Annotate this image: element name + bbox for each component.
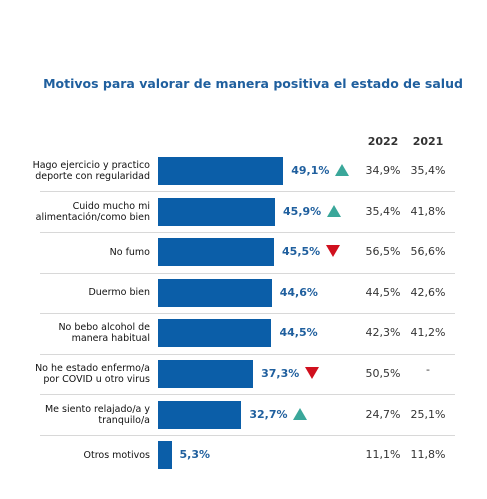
category-label: No he estado enfermo/a por COVID u otro … <box>35 363 150 385</box>
bar <box>158 441 172 470</box>
value-label: 45,5% <box>282 245 321 259</box>
bar <box>158 157 284 185</box>
category-label: No bebo alcohol de manera habitual <box>58 322 150 345</box>
category-label: Otros motivos <box>83 449 151 461</box>
trend-arrow-shape <box>305 367 320 379</box>
table-cell: 42,3% <box>365 326 401 340</box>
table-cell: 56,6% <box>410 245 446 259</box>
trend-arrow <box>335 164 350 176</box>
row-separator <box>40 191 455 193</box>
trend-arrow-shape <box>326 245 341 258</box>
row-separator <box>40 231 455 233</box>
bar <box>158 360 254 388</box>
bar <box>158 238 275 267</box>
table-cell: 11,8% <box>410 448 446 462</box>
category-label: No fumo <box>109 246 150 258</box>
table-cell: 42,6% <box>410 285 446 299</box>
trend-arrow <box>327 204 342 217</box>
table-cell: 11,1% <box>365 448 401 462</box>
value-label: 44,5% <box>279 326 318 340</box>
table-cell: 41,2% <box>410 326 446 340</box>
table-cell: 34,9% <box>365 164 401 177</box>
bar <box>158 400 242 429</box>
table-cell: 25,1% <box>410 407 446 421</box>
column-header: 2022 <box>367 135 399 148</box>
category-label: Me siento relajado/a y tranquilo/a <box>44 403 150 426</box>
value-label: 32,7% <box>249 407 288 421</box>
row-separator <box>40 394 455 396</box>
trend-arrow <box>305 367 320 379</box>
trend-arrow <box>326 245 341 258</box>
row-separator <box>40 434 455 436</box>
table-cell: 50,5% <box>365 367 401 380</box>
row-separator <box>40 313 455 315</box>
column-header: 2021 <box>412 135 444 148</box>
value-label: 5,3% <box>179 448 211 462</box>
table-cell: 24,7% <box>365 407 401 421</box>
bar <box>158 278 272 307</box>
row-separator <box>40 272 455 274</box>
table-cell: 35,4% <box>365 204 401 218</box>
chart-title: Motivos para valorar de manera positiva … <box>43 76 463 91</box>
trend-arrow-shape <box>335 164 350 176</box>
category-label: Duermo bien <box>88 287 150 299</box>
table-cell: 44,5% <box>365 285 401 299</box>
row-separator <box>40 353 455 355</box>
category-label: Cuido mucho mi alimentación/como bien <box>35 200 150 223</box>
value-label: 44,6% <box>279 285 318 299</box>
bar <box>158 319 272 348</box>
bar <box>158 197 276 226</box>
table-cell: - <box>426 363 430 376</box>
value-label: 37,3% <box>261 367 300 380</box>
table-cell: 35,4% <box>410 164 446 177</box>
value-label: 49,1% <box>291 164 330 177</box>
trend-arrow-shape <box>327 204 342 217</box>
table-cell: 41,8% <box>410 204 446 218</box>
category-label: Hago ejercicio y practico deporte con re… <box>32 160 150 182</box>
value-label: 45,9% <box>283 204 322 218</box>
trend-arrow <box>293 407 308 420</box>
table-cell: 56,5% <box>365 245 401 259</box>
trend-arrow-shape <box>293 407 308 420</box>
